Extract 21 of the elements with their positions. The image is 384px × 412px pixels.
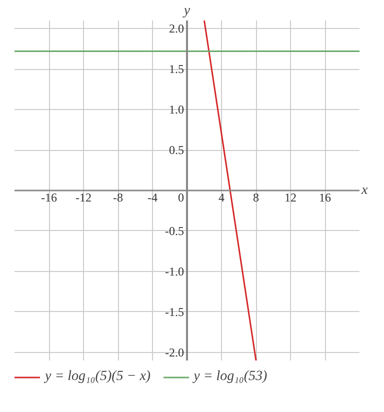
x-tick-label: 4 — [218, 190, 224, 204]
y-tick-label: 1.0 — [169, 102, 184, 117]
x-tick-label: -12 — [76, 190, 92, 204]
x-tick-label: -4 — [148, 190, 158, 204]
legend-label: y = log₁₀(5)(5 − x) — [45, 369, 151, 385]
x-tick-label: 12 — [284, 190, 296, 204]
y-tick-label: -1.5 — [165, 304, 184, 319]
y-tick-label: 1.5 — [169, 62, 184, 76]
legend-label: y = log₁₀(53) — [194, 369, 268, 385]
x-tick-label: 8 — [253, 190, 259, 204]
x-tick-label: 0 — [178, 190, 184, 204]
x-tick-label: -16 — [41, 190, 57, 204]
y-tick-label: -2.0 — [165, 345, 184, 360]
y-tick-label: -1.0 — [165, 264, 184, 278]
x-tick-label: -8 — [113, 190, 123, 204]
x-tick-label: 16 — [319, 190, 331, 204]
y-tick-label: 2.0 — [169, 22, 184, 36]
y-axis-title: y — [182, 4, 191, 18]
y-tick-label: 0.5 — [169, 143, 184, 158]
y-tick-label: -0.5 — [165, 224, 184, 238]
x-axis-title: x — [360, 183, 368, 198]
